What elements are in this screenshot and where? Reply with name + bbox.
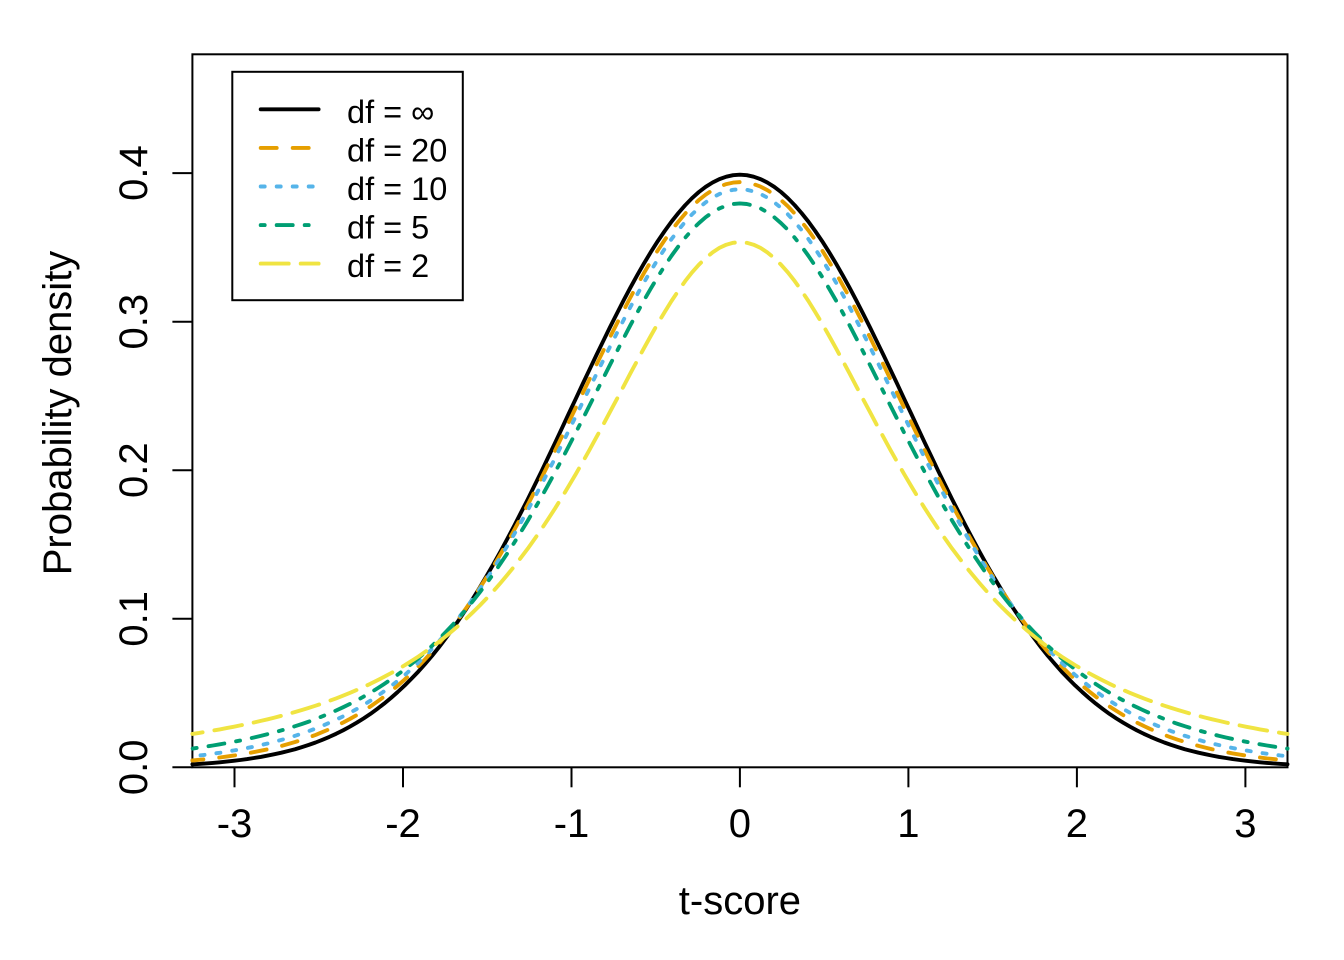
svg-text:Probability density: Probability density	[36, 251, 80, 576]
svg-text:0.3: 0.3	[112, 294, 156, 350]
svg-text:df = 20: df = 20	[347, 132, 447, 168]
svg-text:0.1: 0.1	[112, 591, 156, 647]
svg-text:-2: -2	[385, 802, 421, 846]
svg-text:2: 2	[1066, 802, 1088, 846]
svg-text:df = ∞: df = ∞	[347, 94, 434, 130]
svg-text:0.4: 0.4	[112, 145, 156, 201]
svg-text:-3: -3	[217, 802, 253, 846]
svg-text:1: 1	[897, 802, 919, 846]
svg-text:0.0: 0.0	[112, 739, 156, 795]
svg-text:df = 10: df = 10	[347, 171, 447, 207]
svg-text:df = 2: df = 2	[347, 248, 429, 284]
svg-text:3: 3	[1234, 802, 1256, 846]
svg-text:0.2: 0.2	[112, 442, 156, 498]
svg-text:t-score: t-score	[679, 879, 801, 923]
svg-text:0: 0	[729, 802, 751, 846]
svg-text:-1: -1	[554, 802, 590, 846]
svg-text:df = 5: df = 5	[347, 210, 429, 246]
